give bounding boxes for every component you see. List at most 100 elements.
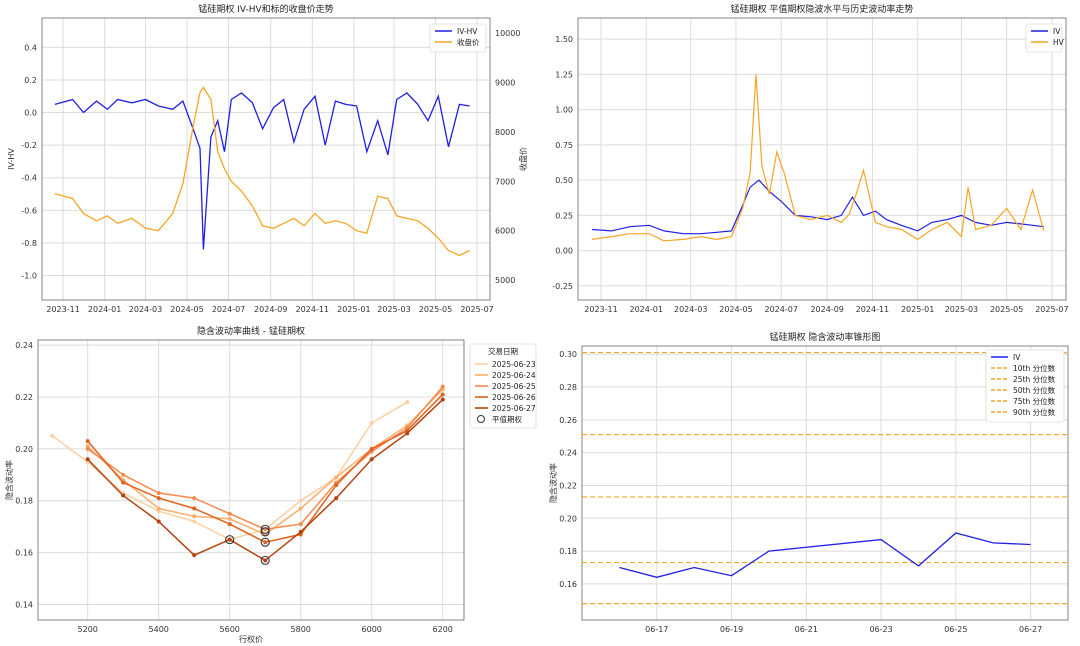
p2-tick-label: 0.25 [555,211,573,220]
data-point [156,519,161,524]
p4-tick-label: 0.22 [559,481,577,490]
x-tick-label: 2024-09 [254,305,287,314]
p2-tick-label: 1.25 [555,70,573,79]
plot-frame [581,345,1069,621]
plot-frame [41,17,491,301]
x-tick-label: 2025-05 [990,305,1023,314]
data-point [440,397,445,402]
data-point [263,540,268,545]
x-tick-label: 2024-11 [856,305,889,314]
p4-tick-label: 0.20 [559,514,577,523]
left-tick-label: -0.8 [21,239,37,248]
data-point [227,511,232,516]
series-line [87,388,444,536]
y-axis-label-left: IV-HV [7,148,16,170]
data-point [121,480,126,485]
data-point [298,522,303,527]
series-line [87,393,444,543]
data-point [334,475,339,480]
data-point [227,537,232,542]
x-tick-label: 2024-09 [810,305,843,314]
data-point [121,493,126,498]
right-tick-label: 7000 [495,177,515,186]
p3-tick-label: 0.14 [15,600,33,609]
data-point [227,516,232,521]
data-point [334,483,339,488]
x-tick-label: 2025-05 [419,305,452,314]
panel-ivhv-price: 0.4 0.2 0.0 -0.2 -0.4 -0.6 -0.8 -1.0 2023-11 2024… [7,3,528,314]
data-point [263,558,268,563]
atm-marker [260,527,270,537]
p3-tick-label: 0.18 [15,497,33,506]
legend-label: 2025-06-27 [492,404,536,413]
x-tick-label: 2024-05 [170,305,203,314]
x-tick-label: 06-19 [720,625,743,634]
left-tick-label: -0.4 [21,174,37,183]
p2-tick-label: 0.00 [555,247,573,256]
atm-marker [260,555,270,565]
left-tick-label: 0.2 [24,76,37,85]
data-point [440,392,445,397]
data-point [156,506,161,511]
data-point [192,506,197,511]
data-point [369,457,374,462]
data-point [405,431,410,436]
x-tick-label: 2024-01 [630,305,663,314]
legend-label: IV [1053,27,1061,36]
data-point [298,529,303,534]
x-tick-label: 2025-07 [460,305,493,314]
series-line [592,179,1044,235]
x-tick-label: 2024-03 [129,305,162,314]
p2-tick-label: 0.50 [555,176,573,185]
data-point [85,457,90,462]
data-point [440,384,445,389]
x-tick-label: 2025-01 [337,305,370,314]
p4-tick-label: 0.28 [559,383,577,392]
x-tick-label: 2024-07 [212,305,245,314]
data-point [192,496,197,501]
x-tick-label: 2023-11 [584,305,617,314]
x-tick-label: 06-25 [944,625,967,634]
x-tick-label: 5200 [78,625,98,634]
x-tick-label: 2025-03 [377,305,410,314]
data-point [298,498,303,503]
legend-label: 50th 分位数 [1013,385,1056,395]
legend-swatch-atm [477,415,485,423]
left-tick-label: -1.0 [21,272,37,281]
series-line [619,532,1031,578]
x-tick-label: 06-27 [1019,625,1042,634]
data-point [156,496,161,501]
x-tick-label: 06-21 [795,625,818,634]
x-tick-label: 2024-07 [764,305,797,314]
panel-atm-iv-hv: 1.50 1.25 1.00 0.75 0.50 0.25 0.00 -0.25 2023-11… [552,3,1068,314]
x-tick-label: 2024-11 [296,305,329,314]
x-tick-label: 06-17 [645,625,668,634]
legend-label: 2025-06-25 [492,382,536,391]
legend-title: 交易日期 [488,346,518,356]
chart-title: 隐含波动率曲线 - 锰硅期权 [197,325,305,337]
series-line [54,92,470,250]
legend-label: 75th 分位数 [1013,396,1056,406]
right-tick-label: 10000 [495,29,520,38]
p2-tick-label: 1.50 [555,35,573,44]
data-point [405,400,410,405]
y-axis-label: 隐含波动率 [548,463,558,503]
legend-label: 2025-06-24 [492,371,536,380]
p4-tick-label: 0.16 [559,580,577,589]
legend-label: IV [1013,353,1021,362]
x-tick-label: 6000 [362,625,382,634]
x-tick-label: 06-23 [869,625,892,634]
left-tick-label: -0.2 [21,141,37,150]
atm-marker [260,524,270,534]
data-point [192,553,197,558]
right-tick-label: 6000 [495,227,515,236]
p3-tick-label: 0.20 [15,445,33,454]
legend-label: 收盘价 [457,37,480,47]
data-point [85,446,90,451]
right-tick-label: 5000 [495,276,515,285]
data-point [298,506,303,511]
p3-tick-label: 0.22 [15,393,33,402]
data-point [369,446,374,451]
chart-title: 锰硅期权 平值期权隐波水平与历史波动率走势 [731,3,914,15]
